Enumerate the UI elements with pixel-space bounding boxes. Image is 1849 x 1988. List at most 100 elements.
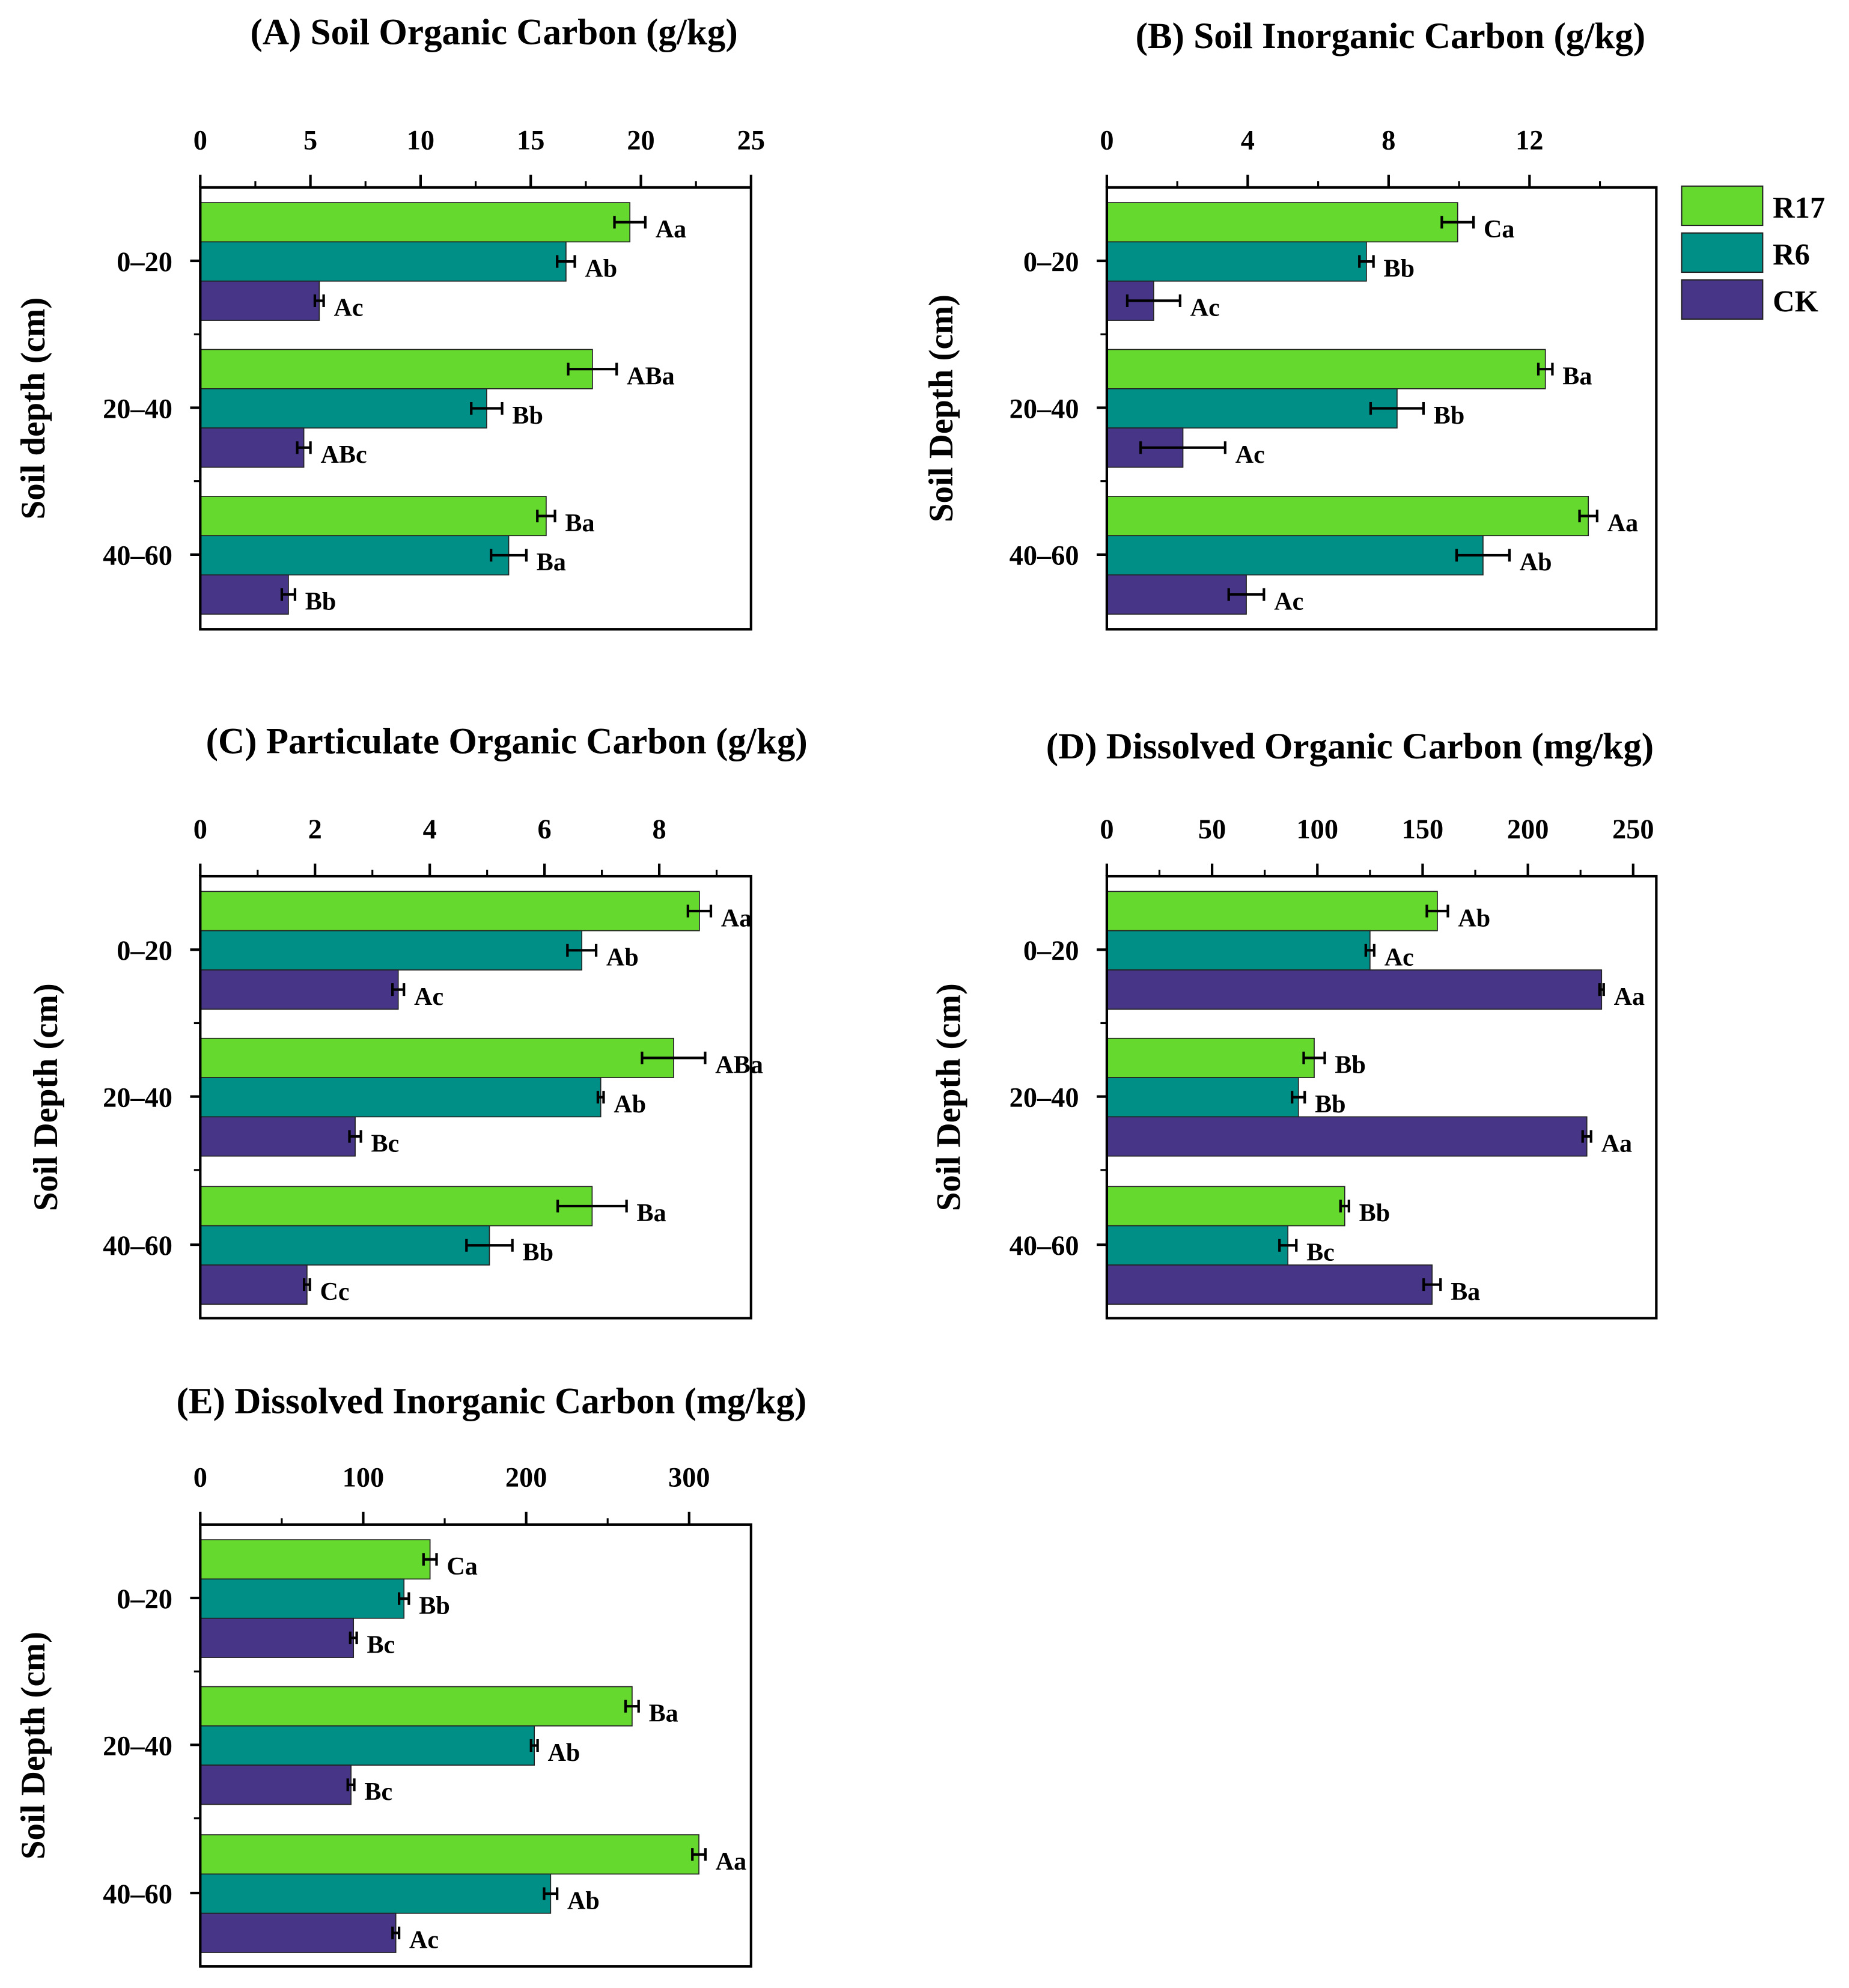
x-tick-label: 10 xyxy=(407,126,434,156)
bar-r17 xyxy=(200,1186,593,1227)
x-tick-label: 12 xyxy=(1515,126,1543,156)
x-tick-label: 0 xyxy=(193,814,207,845)
significance-label: Ac xyxy=(1235,441,1265,469)
x-tick-label: 50 xyxy=(1198,814,1226,845)
x-tick-label: 5 xyxy=(303,126,317,156)
bar-r6 xyxy=(1106,388,1398,429)
legend-label: CK xyxy=(1773,284,1818,318)
y-tick-label: 20–40 xyxy=(103,1083,172,1114)
y-tick-label: 40–60 xyxy=(1010,541,1079,572)
chart-panel: (E) Dissolved Inorganic Carbon (mg/kg) So… xyxy=(14,1381,806,1968)
bar-r17 xyxy=(1106,1037,1315,1078)
significance-label: Ba xyxy=(537,548,566,576)
significance-label: Ac xyxy=(1274,588,1303,616)
significance-label: Cc xyxy=(320,1278,350,1306)
y-axis-label: Soil depth (cm) xyxy=(14,297,52,520)
y-tick-label: 0–20 xyxy=(117,1584,172,1615)
bar-r17 xyxy=(1106,891,1438,931)
y-tick-label: 40–60 xyxy=(103,541,172,572)
bar-r17 xyxy=(1106,496,1589,537)
bar-ck xyxy=(1106,574,1247,615)
significance-label: Ab xyxy=(585,254,617,282)
significance-label: Ca xyxy=(446,1552,477,1581)
bar-ck xyxy=(200,1764,352,1805)
x-tick-label: 8 xyxy=(652,814,666,845)
bar-ck xyxy=(200,1264,308,1305)
significance-label: Ac xyxy=(1190,294,1220,322)
bar-ck xyxy=(1106,1264,1433,1305)
legend: R17 R6 CK xyxy=(1681,185,1825,320)
bar-ck xyxy=(200,1617,355,1658)
bar-r17 xyxy=(200,1539,431,1580)
significance-label: Aa xyxy=(1614,983,1645,1011)
x-tick-label: 150 xyxy=(1402,814,1444,845)
bar-r6 xyxy=(1106,535,1484,576)
significance-label: Ac xyxy=(414,983,443,1011)
bar-ck xyxy=(200,1912,397,1953)
significance-label: Ac xyxy=(334,294,363,322)
bar-r6 xyxy=(200,1725,535,1766)
chart-title: (B) Soil Inorganic Carbon (g/kg) xyxy=(1136,16,1646,56)
plot-frame xyxy=(1105,186,1658,631)
significance-label: Bb xyxy=(1315,1090,1346,1118)
x-tick-label: 200 xyxy=(1507,814,1549,845)
chart-title: (A) Soil Organic Carbon (g/kg) xyxy=(251,13,738,53)
x-tick-label: 2 xyxy=(308,814,322,845)
bar-ck xyxy=(200,427,305,468)
bar-ck xyxy=(1106,969,1603,1010)
x-tick-label: 100 xyxy=(1297,814,1339,845)
significance-label: Bb xyxy=(1335,1051,1366,1079)
significance-label: Ba xyxy=(1451,1278,1480,1306)
x-tick-label: 0 xyxy=(193,1463,207,1493)
bar-ck xyxy=(200,280,320,321)
x-tick-label: 25 xyxy=(737,126,765,156)
significance-label: Bc xyxy=(371,1129,399,1157)
y-tick-label: 40–60 xyxy=(103,1879,172,1910)
bar-r17 xyxy=(1106,202,1458,243)
bar-r6 xyxy=(1106,1077,1299,1118)
x-tick-label: 4 xyxy=(1241,126,1255,156)
bar-r17 xyxy=(1106,349,1546,389)
significance-label: Bb xyxy=(1359,1199,1391,1227)
bar-r6 xyxy=(200,1225,490,1266)
x-tick-label: 250 xyxy=(1612,814,1654,845)
bar-r6 xyxy=(1106,1225,1289,1266)
bar-r6 xyxy=(200,388,487,429)
bar-r17 xyxy=(1106,1186,1345,1227)
significance-label: Ba xyxy=(1562,362,1592,390)
significance-label: Aa xyxy=(1607,509,1638,537)
bar-r6 xyxy=(200,1873,552,1914)
x-tick-label: 200 xyxy=(505,1463,547,1493)
significance-label: Aa xyxy=(716,1847,746,1876)
legend-swatch-ck xyxy=(1681,279,1764,320)
legend-label: R17 xyxy=(1773,191,1825,224)
significance-label: Bb xyxy=(1434,401,1465,430)
bar-r6 xyxy=(200,1578,405,1619)
significance-label: Ac xyxy=(409,1926,439,1954)
bar-r17 xyxy=(200,496,547,537)
y-axis-label: Soil Depth (cm) xyxy=(27,983,65,1211)
significance-label: Aa xyxy=(656,215,686,243)
y-tick-label: 0–20 xyxy=(117,247,172,278)
y-tick-label: 40–60 xyxy=(103,1231,172,1261)
significance-label: Ac xyxy=(1384,944,1414,972)
significance-label: Bb xyxy=(523,1239,554,1267)
bar-ck xyxy=(200,574,289,615)
legend-swatch-r6 xyxy=(1681,232,1764,273)
x-tick-label: 0 xyxy=(1100,126,1113,156)
chart-title: (E) Dissolved Inorganic Carbon (mg/kg) xyxy=(176,1381,806,1421)
y-axis-label: Soil Depth (cm) xyxy=(922,294,960,522)
chart-panel: (C) Particulate Organic Carbon (g/kg) Soi… xyxy=(27,722,808,1320)
chart-title: (C) Particulate Organic Carbon (g/kg) xyxy=(206,722,808,762)
significance-label: Bb xyxy=(419,1591,450,1620)
y-tick-label: 20–40 xyxy=(1010,1083,1079,1114)
bar-ck xyxy=(200,1116,356,1157)
significance-label: Ab xyxy=(547,1739,580,1767)
x-tick-label: 300 xyxy=(668,1463,710,1493)
significance-label: Ab xyxy=(614,1090,646,1118)
bar-ck xyxy=(200,969,399,1010)
bar-r17 xyxy=(200,1037,674,1078)
y-tick-label: 20–40 xyxy=(103,1731,172,1761)
x-tick-label: 0 xyxy=(193,126,207,156)
significance-label: Bc xyxy=(364,1778,392,1806)
